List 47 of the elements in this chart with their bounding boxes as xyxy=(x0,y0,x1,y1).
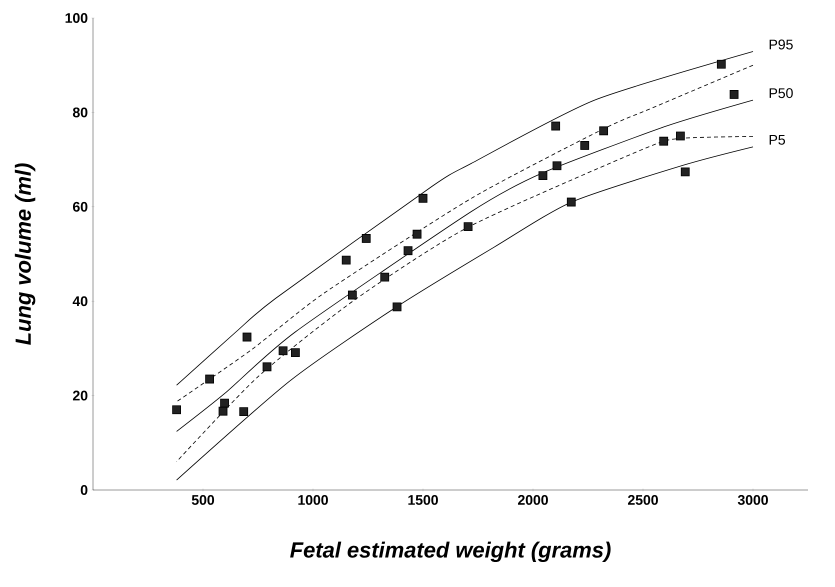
point xyxy=(220,398,229,408)
point xyxy=(242,332,252,342)
y-axis-title: Lung volume (ml) xyxy=(14,163,36,345)
y-tick-label: 60 xyxy=(72,202,88,212)
x-tick-label: 2000 xyxy=(518,495,548,505)
point xyxy=(418,194,428,203)
point xyxy=(730,90,738,99)
x-tick-label: 500 xyxy=(192,495,214,505)
y-tick-label: 100 xyxy=(66,13,88,23)
point xyxy=(538,171,548,180)
point xyxy=(552,161,562,170)
series-label: P5 xyxy=(770,134,786,145)
series-label: P95 xyxy=(770,40,793,50)
point xyxy=(239,407,248,416)
point xyxy=(278,346,288,356)
x-axis-title: Fetal estimated weight (grams) xyxy=(290,542,611,562)
y-tick-label: 40 xyxy=(72,296,88,306)
point xyxy=(716,60,726,69)
line-series xyxy=(176,100,754,432)
point xyxy=(412,230,422,239)
point xyxy=(342,256,351,265)
y-tick-label: 80 xyxy=(72,107,88,118)
point xyxy=(291,348,300,358)
x-tick-label: 1000 xyxy=(298,495,328,505)
point xyxy=(262,362,272,372)
x-tick-label: 1500 xyxy=(408,495,438,505)
y-tick-label: 0 xyxy=(80,485,88,495)
y-tick-label: 20 xyxy=(72,390,88,401)
point xyxy=(566,198,576,206)
point xyxy=(392,302,402,312)
point xyxy=(680,167,690,176)
point xyxy=(348,290,357,300)
point xyxy=(580,141,590,150)
point xyxy=(599,126,608,136)
point xyxy=(172,405,181,414)
point xyxy=(551,122,560,130)
x-tick-label: 3000 xyxy=(738,495,768,505)
point xyxy=(404,246,412,256)
x-tick-label: 2500 xyxy=(628,495,658,505)
point xyxy=(218,406,228,416)
point xyxy=(464,222,473,232)
point xyxy=(380,272,390,282)
series-label: P50 xyxy=(770,88,793,98)
point xyxy=(659,136,668,146)
point xyxy=(362,234,371,243)
point xyxy=(205,374,214,384)
point xyxy=(676,132,685,140)
